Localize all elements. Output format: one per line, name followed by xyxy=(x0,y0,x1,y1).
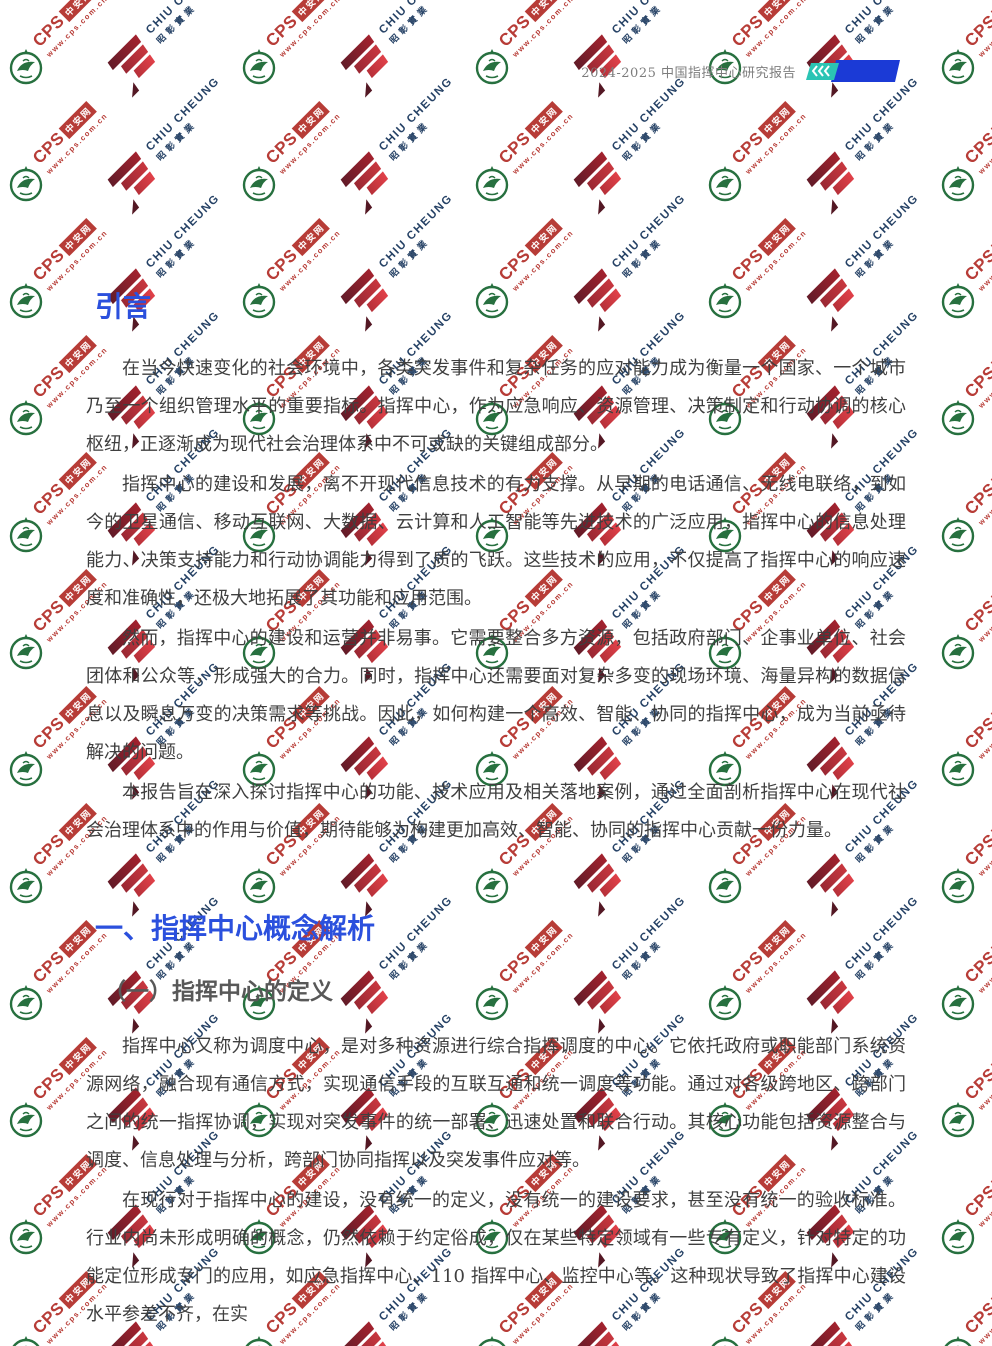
document-body: 引言 在当今快速变化的社会环境中，各类突发事件和复杂任务的应对能力成为衡量一个国… xyxy=(86,0,906,1334)
section1-paragraph-2: 在现行对于指挥中心的建设，没有统一的定义，没有统一的建设要求，甚至没有统一的验收… xyxy=(86,1190,906,1325)
section1-heading: 一、指挥中心概念解析 xyxy=(95,912,376,945)
intro-paragraph-3: 然而，指挥中心的建设和运营并非易事。它需要整合多方资源，包括政府部门、企事业单位… xyxy=(86,628,906,763)
report-title: 2024-2025 中国指挥中心研究报告 xyxy=(581,65,796,81)
intro-paragraph-4: 本报告旨在深入探讨指挥中心的功能、技术应用及相关落地案例，通过全面剖析指挥中心在… xyxy=(86,782,906,841)
section1-paragraph-1: 指挥中心又称为调度中心，是对多种资源进行综合指挥调度的中心。它依托政府或职能部门… xyxy=(86,1036,906,1171)
section1-subheading: （一）指挥中心的定义 xyxy=(103,978,333,1005)
intro-paragraph-2: 指挥中心的建设和发展，离不开现代信息技术的有力支撑。从早期的电话通信、无线电联络… xyxy=(86,474,906,609)
intro-heading: 引言 xyxy=(95,290,152,323)
intro-paragraph-1: 在当今快速变化的社会环境中，各类突发事件和复杂任务的应对能力成为衡量一个国家、一… xyxy=(86,358,906,455)
